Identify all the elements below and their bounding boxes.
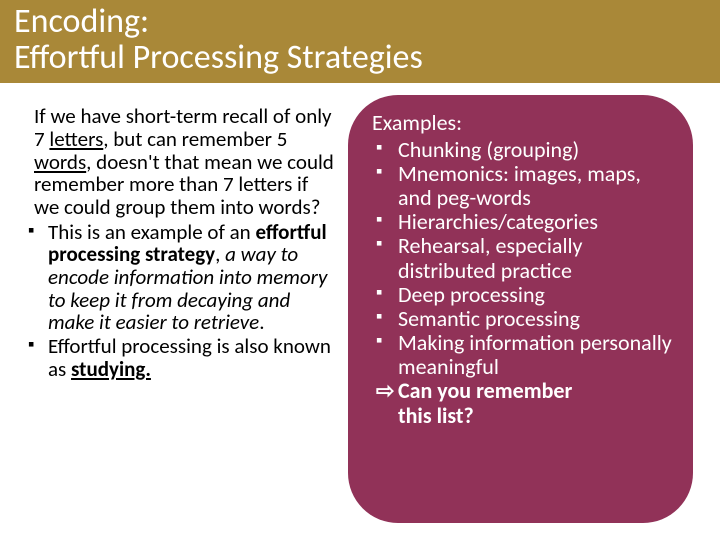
title-bar: Encoding: Effortful Processing Strategie…: [0, 0, 720, 83]
examples-header: Examples:: [372, 111, 673, 135]
example-item: Deep processing: [372, 283, 673, 307]
intro-paragraph: If we have short-term recall of only 7 l…: [20, 105, 334, 218]
arrow-icon: ⇨: [376, 379, 398, 403]
example-item: Rehearsal, especially distributed practi…: [372, 234, 673, 282]
left-bullet-1: This is an example of an effortful proce…: [20, 221, 334, 334]
left-bullet-2: Effortful processing is also known as st…: [20, 335, 334, 380]
left-bullet-list: This is an example of an effortful proce…: [20, 221, 334, 381]
left-column: If we have short-term recall of only 7 l…: [8, 95, 338, 523]
example-item: Semantic processing: [372, 307, 673, 331]
arrow-question: ⇨Can you remember: [372, 379, 673, 403]
title-line-1: Encoding:: [14, 4, 706, 40]
example-item: Mnemonics: images, maps, and peg-words: [372, 162, 673, 210]
example-item: Making information personally meaningful: [372, 331, 673, 379]
example-item: Hierarchies/categories: [372, 210, 673, 234]
examples-list: Chunking (grouping) Mnemonics: images, m…: [372, 138, 673, 380]
example-item: Chunking (grouping): [372, 138, 673, 162]
examples-box: Examples: Chunking (grouping) Mnemonics:…: [348, 95, 693, 523]
title-line-2: Effortful Processing Strategies: [14, 40, 706, 76]
content-area: If we have short-term recall of only 7 l…: [0, 83, 720, 523]
arrow-question-cont: this list?: [372, 404, 673, 428]
